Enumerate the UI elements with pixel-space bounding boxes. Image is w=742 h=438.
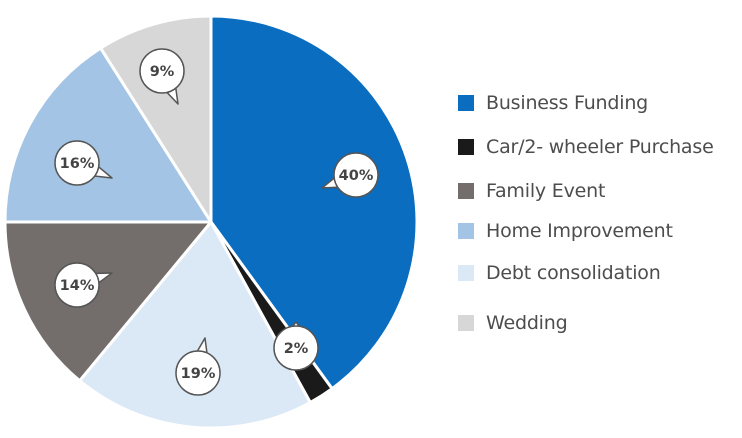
data-label-wedding: 9%	[139, 48, 185, 105]
legend-swatch-car-purchase	[458, 139, 474, 155]
legend-label-family-event: Family Event	[486, 180, 606, 202]
legend-label-home-improvement: Home Improvement	[486, 220, 673, 242]
data-label-text-wedding: 9%	[150, 64, 175, 80]
data-label-text-debt-consolidation: 19%	[181, 366, 216, 382]
legend-swatch-wedding	[458, 315, 474, 331]
legend-swatch-home-improvement	[458, 223, 474, 239]
pie-slice-business-funding	[209, 14, 419, 391]
legend-item-car-purchase: Car/2- wheeler Purchase	[458, 132, 714, 162]
legend-swatch-family-event	[458, 183, 474, 199]
pie-slice-family-event	[3, 220, 213, 383]
data-label-debt-consolidation: 19%	[175, 337, 221, 396]
data-label-fill	[56, 264, 98, 306]
pie-slices	[3, 14, 419, 430]
pie-slice-home-improvement	[3, 46, 213, 224]
data-label-fill	[335, 154, 377, 196]
pie-data-labels: 40% 2% 19% 14% 16% 9%	[54, 48, 379, 396]
legend-swatch-debt-consolidation	[458, 265, 474, 281]
data-label-fill	[275, 327, 317, 369]
pie-slice-debt-consolidation	[78, 220, 312, 430]
data-label-business-funding: 40%	[321, 152, 379, 198]
data-label-text-business-funding: 40%	[339, 168, 374, 184]
data-label-fill	[177, 352, 219, 394]
data-label-family-event: 14%	[54, 262, 113, 308]
legend-item-debt-consolidation: Debt consolidation	[458, 258, 661, 288]
legend-swatch-business-funding	[458, 95, 474, 111]
legend-item-family-event: Family Event	[458, 176, 605, 206]
legend-item-home-improvement: Home Improvement	[458, 216, 673, 246]
legend-label-business-funding: Business Funding	[486, 92, 649, 114]
data-label-home-improvement: 16%	[54, 140, 113, 186]
legend-label-debt-consolidation: Debt consolidation	[486, 262, 661, 284]
data-label-text-family-event: 14%	[60, 278, 95, 294]
legend-label-wedding: Wedding	[486, 312, 568, 334]
data-label-text-home-improvement: 16%	[60, 156, 95, 172]
data-label-text-car-2-wheeler-purchase: 2%	[284, 341, 309, 357]
legend-item-wedding: Wedding	[458, 308, 568, 338]
data-label-fill	[56, 142, 98, 184]
legend-label-car-purchase: Car/2- wheeler Purchase	[486, 136, 714, 158]
data-label-fill	[141, 50, 183, 92]
data-label-car-2-wheeler-purchase: 2%	[273, 321, 319, 371]
legend-item-business-funding: Business Funding	[458, 88, 648, 118]
